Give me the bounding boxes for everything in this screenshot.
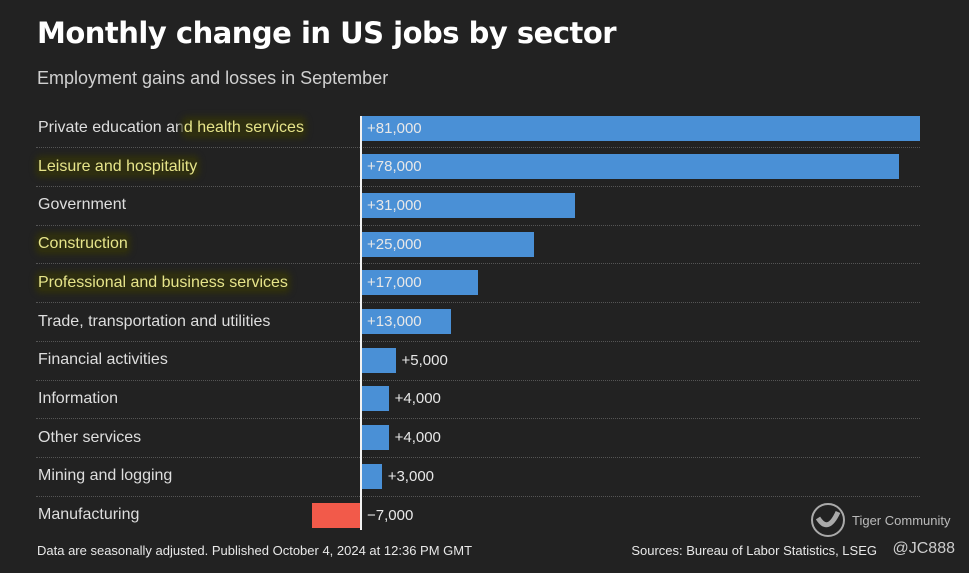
value-label: +25,000 — [367, 235, 422, 253]
tiger-community-watermark: Tiger Community — [810, 502, 950, 538]
bar — [361, 386, 389, 412]
bar — [361, 463, 382, 489]
category-label: Private education and health services — [38, 118, 304, 138]
gridline — [36, 340, 920, 342]
value-label: −7,000 — [367, 506, 414, 524]
bar — [361, 231, 534, 257]
category-label-text: Government — [38, 196, 127, 214]
watermark-handle: @JC888 — [892, 540, 956, 557]
category-label-text: Private education an — [38, 119, 184, 136]
category-label: Mining and logging — [38, 466, 172, 486]
watermark-brand: Tiger Community — [852, 512, 951, 528]
bar — [361, 347, 396, 373]
bar — [311, 502, 360, 528]
value-label: +4,000 — [394, 390, 441, 408]
chart-title: Monthly change in US jobs by sector — [37, 16, 617, 50]
value-label: +4,000 — [394, 429, 441, 447]
gridline — [36, 224, 920, 226]
value-label: +3,000 — [387, 467, 434, 485]
value-label: +5,000 — [401, 351, 448, 369]
category-label: Leisure and hospitality — [38, 157, 198, 177]
gridline — [36, 147, 920, 149]
bar — [361, 115, 920, 141]
gridline — [36, 186, 920, 188]
footnote: Data are seasonally adjusted. Published … — [37, 543, 473, 558]
gridline — [36, 418, 920, 420]
tiger-logo-icon — [811, 503, 845, 537]
value-label: +17,000 — [367, 274, 422, 292]
chart-subtitle: Employment gains and losses in September — [37, 68, 389, 88]
category-label-text: Mining and logging — [38, 467, 173, 485]
bar — [361, 192, 575, 218]
value-label: +81,000 — [367, 119, 422, 137]
value-label: +13,000 — [367, 313, 422, 330]
zero-axis-line — [360, 116, 362, 530]
source-note: Sources: Bureau of Labor Statistics, LSE… — [631, 543, 877, 558]
category-label-highlight: d health services — [183, 119, 304, 136]
gridline — [36, 495, 920, 497]
category-label-highlight: Leisure and hospitality — [38, 157, 198, 175]
category-label: Construction — [38, 234, 128, 254]
category-label: Professional and business services — [38, 273, 288, 293]
gridline — [36, 379, 920, 381]
category-label: Manufacturing — [38, 505, 139, 525]
value-label: +78,000 — [367, 158, 422, 176]
bar — [361, 270, 479, 296]
value-label: +31,000 — [367, 196, 422, 214]
category-label-highlight: Construction — [38, 235, 128, 253]
gridline — [36, 263, 920, 265]
category-label: Information — [38, 389, 118, 409]
gridline — [36, 456, 920, 458]
category-label: Other services — [38, 428, 141, 448]
bar — [361, 154, 900, 180]
gridline — [36, 302, 920, 304]
category-label-text: Information — [38, 389, 119, 407]
category-label: Trade, transportation and utilities — [38, 312, 270, 332]
bar — [361, 309, 451, 334]
category-label-highlight: Professional and business services — [38, 273, 288, 291]
category-label-text: Other services — [38, 428, 142, 446]
category-label-text: Financial activities — [38, 351, 168, 369]
bar — [361, 425, 389, 451]
category-label-text: Trade, transportation and utilities — [38, 312, 271, 330]
category-label: Government — [38, 195, 126, 215]
category-label-text: Manufacturing — [38, 506, 140, 523]
category-label: Financial activities — [38, 350, 168, 370]
